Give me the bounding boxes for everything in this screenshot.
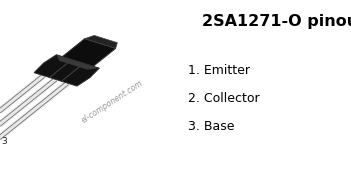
Text: el-component.com: el-component.com: [80, 79, 145, 125]
Polygon shape: [85, 35, 117, 48]
Text: 2. Collector: 2. Collector: [188, 92, 259, 105]
Polygon shape: [57, 55, 99, 70]
Text: 3. Base: 3. Base: [188, 120, 234, 133]
Polygon shape: [34, 55, 99, 86]
Text: 3: 3: [1, 137, 7, 146]
Text: 2SA1271-O pinout: 2SA1271-O pinout: [202, 14, 351, 29]
Text: 1. Emitter: 1. Emitter: [188, 64, 250, 77]
Polygon shape: [62, 39, 115, 66]
